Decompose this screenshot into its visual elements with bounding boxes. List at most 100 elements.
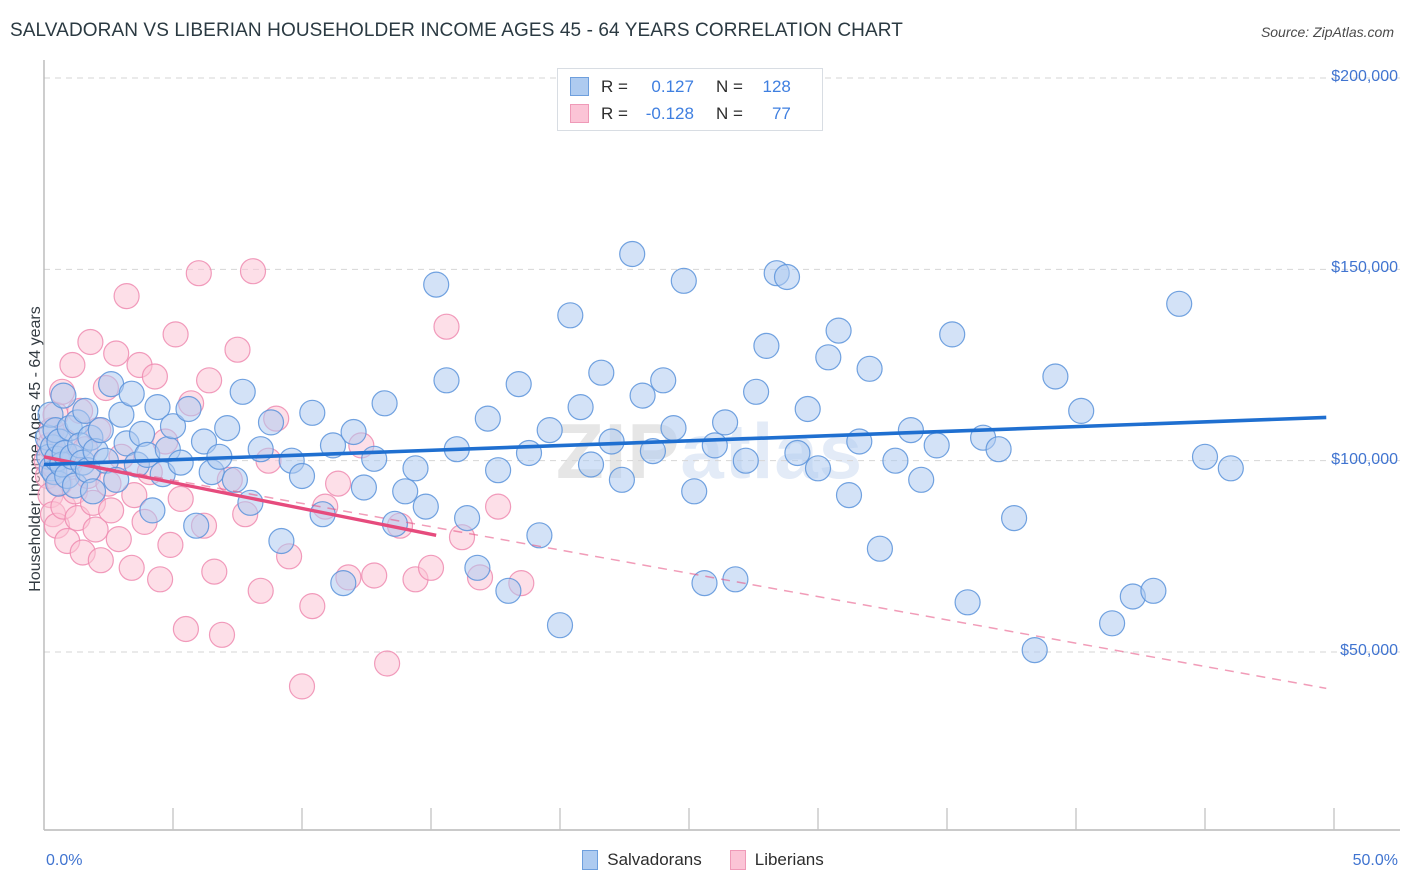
data-point xyxy=(113,283,140,310)
data-point xyxy=(1166,290,1193,317)
data-point xyxy=(464,554,491,581)
data-point xyxy=(954,589,981,616)
data-point xyxy=(183,512,210,539)
legend-label-liberians: Liberians xyxy=(754,850,824,869)
data-point xyxy=(939,321,966,348)
legend-swatch-salvadorans-icon xyxy=(582,850,599,870)
legend-item-liberians[interactable]: Liberians xyxy=(729,850,824,870)
r-label: R = xyxy=(601,76,628,96)
data-point xyxy=(1191,443,1219,470)
data-point xyxy=(247,577,274,604)
data-point xyxy=(79,478,107,505)
data-point xyxy=(629,382,656,409)
data-point xyxy=(361,562,388,589)
correlation-stats-box: R = 0.127 N = 128 R = -0.128 N = 77 xyxy=(557,68,823,131)
data-point xyxy=(495,577,522,604)
data-point xyxy=(371,390,398,417)
data-point xyxy=(1217,455,1244,482)
data-point xyxy=(392,478,419,505)
data-point xyxy=(773,263,801,291)
data-point xyxy=(82,516,109,543)
data-point xyxy=(825,317,852,344)
data-point xyxy=(325,470,352,497)
data-point xyxy=(330,569,357,597)
series-points-salvadorans xyxy=(34,240,1244,664)
data-point xyxy=(557,302,584,329)
data-point xyxy=(402,455,429,482)
data-point xyxy=(208,621,236,648)
data-point xyxy=(214,415,241,442)
data-point xyxy=(175,395,202,423)
data-point xyxy=(196,367,223,394)
data-point xyxy=(361,445,388,472)
data-point xyxy=(753,332,780,359)
y-axis-tick-label: $100,000 xyxy=(1331,450,1398,468)
legend-item-salvadorans[interactable]: Salvadorans xyxy=(582,850,702,870)
data-point xyxy=(985,436,1012,463)
data-point xyxy=(536,417,563,444)
data-point xyxy=(144,394,171,421)
data-point xyxy=(157,531,184,559)
data-point xyxy=(784,439,811,467)
data-point xyxy=(229,378,256,405)
data-point xyxy=(526,522,553,549)
data-point xyxy=(681,478,708,505)
series-swatch-liberians-icon xyxy=(570,104,589,123)
r-value-salvadorans: 0.127 xyxy=(651,76,694,96)
series-legend: Salvadorans Liberians xyxy=(0,850,1406,870)
legend-swatch-liberians-icon xyxy=(729,850,746,870)
data-point xyxy=(299,399,326,426)
data-point xyxy=(108,401,135,428)
data-point xyxy=(701,432,728,459)
data-point xyxy=(670,267,697,294)
data-point xyxy=(577,451,605,478)
n-label: N = xyxy=(715,76,743,96)
data-point xyxy=(105,525,132,553)
r-value-liberians: -0.128 xyxy=(645,103,694,123)
data-point xyxy=(350,474,377,501)
data-point xyxy=(319,432,347,459)
data-point xyxy=(141,363,168,390)
data-point xyxy=(1098,610,1126,637)
data-point xyxy=(340,418,367,446)
data-point xyxy=(201,558,228,585)
data-point xyxy=(598,428,625,455)
y-axis-tick-label: $200,000 xyxy=(1331,68,1398,85)
data-point xyxy=(167,485,194,512)
n-value-liberians: 77 xyxy=(771,103,791,123)
trendline-salvadorans xyxy=(43,415,1327,467)
source-attribution: Source: ZipAtlas.com xyxy=(1260,24,1394,40)
data-point xyxy=(923,432,950,459)
data-point xyxy=(722,566,749,593)
data-point xyxy=(167,449,194,476)
data-point xyxy=(257,409,285,436)
data-point xyxy=(268,527,295,555)
n-value-salvadorans: 128 xyxy=(762,76,791,96)
data-point xyxy=(454,504,481,532)
data-point xyxy=(485,457,512,484)
y-axis-tick-label: $150,000 xyxy=(1331,259,1398,277)
n-label: N = xyxy=(715,103,743,123)
data-point xyxy=(433,367,460,394)
data-point xyxy=(159,413,187,440)
data-point xyxy=(87,417,114,444)
data-point xyxy=(423,271,450,298)
data-point xyxy=(59,351,86,379)
stats-row-salvadorans: R = 0.127 N = 128 xyxy=(570,73,812,100)
data-point xyxy=(650,367,677,394)
data-point xyxy=(118,554,145,581)
data-point xyxy=(412,493,439,520)
data-point xyxy=(567,394,594,421)
data-point xyxy=(172,615,199,643)
data-point xyxy=(732,447,759,474)
data-point xyxy=(118,380,145,407)
data-point xyxy=(897,417,925,444)
data-point xyxy=(804,455,832,482)
data-point xyxy=(103,340,130,367)
data-point xyxy=(474,405,501,432)
data-point xyxy=(588,359,615,386)
data-point xyxy=(660,415,687,442)
y-axis-tick-label: $50,000 xyxy=(1340,642,1398,659)
